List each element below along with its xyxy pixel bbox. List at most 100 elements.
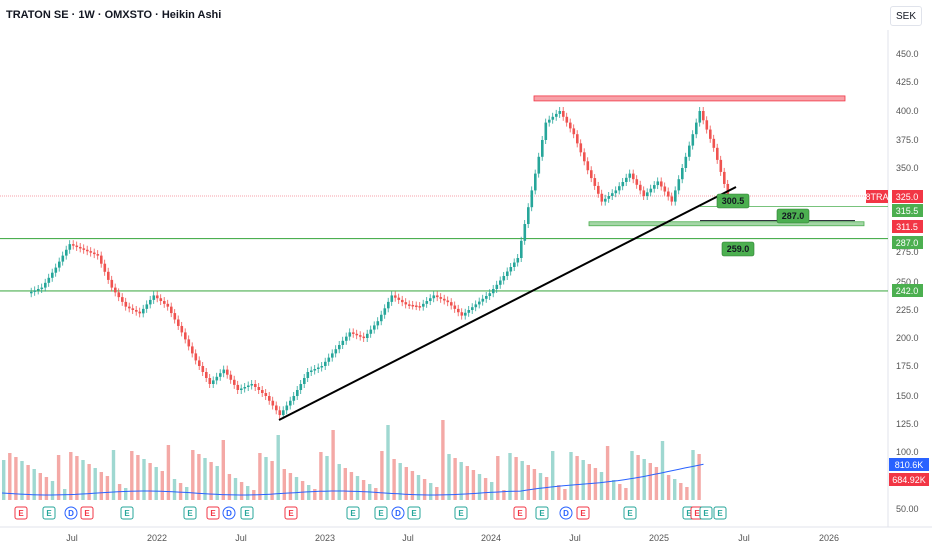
candle-body bbox=[131, 308, 135, 310]
candle-body bbox=[121, 297, 124, 302]
candle-body bbox=[534, 173, 537, 191]
candle-body bbox=[275, 405, 278, 411]
volume-bar bbox=[337, 464, 341, 500]
candle-body bbox=[450, 302, 453, 306]
earnings-marker bbox=[14, 506, 28, 520]
candle-body bbox=[474, 304, 478, 308]
candle-body bbox=[695, 122, 698, 135]
candle-body bbox=[331, 353, 334, 358]
candle-body bbox=[271, 400, 275, 406]
earnings-marker bbox=[623, 506, 637, 520]
price-axis-label: 350.0 bbox=[896, 163, 919, 173]
volume-bar bbox=[32, 469, 36, 500]
price-axis-label: 125.0 bbox=[896, 419, 919, 429]
volume-bar bbox=[221, 440, 225, 500]
volume-bar bbox=[349, 472, 354, 500]
candle-body bbox=[296, 390, 299, 396]
volume-bar bbox=[599, 472, 604, 500]
candle-body bbox=[355, 333, 359, 336]
candle-body bbox=[555, 113, 558, 117]
volume-bar bbox=[587, 464, 591, 500]
candle-body bbox=[177, 319, 180, 326]
volume-bar bbox=[422, 479, 427, 500]
volume-bar bbox=[111, 450, 116, 500]
volume-bar bbox=[465, 466, 469, 500]
volume-bar bbox=[581, 460, 585, 500]
volume-bar bbox=[288, 473, 293, 500]
volume-bar bbox=[191, 450, 195, 500]
candle-body bbox=[446, 300, 450, 303]
candle-body bbox=[285, 405, 289, 411]
candle-body bbox=[289, 400, 292, 406]
candle-body bbox=[394, 295, 397, 298]
volume-bar bbox=[93, 468, 97, 500]
volume-bar bbox=[361, 480, 366, 500]
candle-body bbox=[44, 282, 47, 288]
candle-body bbox=[621, 182, 625, 187]
volume-bar bbox=[270, 461, 274, 500]
volume-bar bbox=[618, 484, 622, 500]
volume-bar bbox=[300, 481, 305, 500]
candle-body bbox=[254, 384, 257, 387]
candle-body bbox=[478, 301, 481, 305]
candle-body bbox=[544, 122, 548, 140]
event-marker-label: D bbox=[68, 509, 74, 518]
candle-body bbox=[432, 295, 436, 299]
candle-body bbox=[142, 308, 145, 314]
candle-body bbox=[656, 181, 660, 186]
price-tag bbox=[892, 284, 923, 297]
candle-body bbox=[180, 325, 184, 333]
price-note bbox=[716, 193, 750, 209]
candle-body bbox=[226, 369, 229, 375]
price-tag bbox=[892, 190, 923, 203]
symbol-tag-label: 8TRA bbox=[865, 192, 888, 202]
volume-bar bbox=[630, 451, 634, 500]
event-marker-label: D bbox=[395, 509, 401, 518]
earnings-marker bbox=[42, 506, 56, 520]
volume-bar bbox=[429, 483, 433, 500]
event-marker-label: E bbox=[627, 509, 633, 518]
volume-bar bbox=[227, 474, 232, 500]
volume-bar bbox=[331, 430, 335, 500]
volume-bar bbox=[185, 487, 189, 500]
dividend-marker bbox=[222, 506, 236, 520]
candle-body bbox=[40, 287, 44, 290]
price-axis-label: 450.0 bbox=[896, 49, 919, 59]
volume-bar bbox=[258, 453, 262, 500]
candle-body bbox=[222, 369, 226, 374]
candle-body bbox=[506, 271, 509, 276]
candle-body bbox=[579, 143, 583, 153]
earnings-marker bbox=[346, 506, 360, 520]
event-marker-label: E bbox=[244, 509, 250, 518]
candle-body bbox=[215, 376, 219, 381]
price-axis-label: 275.0 bbox=[896, 247, 919, 257]
candle-body bbox=[184, 332, 187, 340]
volume-bar bbox=[148, 463, 152, 500]
candle-body bbox=[334, 349, 338, 354]
candle-body bbox=[642, 190, 646, 196]
candle-body bbox=[716, 147, 719, 160]
price-axis-label: 200.0 bbox=[896, 333, 919, 343]
volume-bar bbox=[551, 451, 555, 500]
volume-bar bbox=[685, 487, 689, 500]
candle-body bbox=[513, 262, 516, 267]
candle-body bbox=[383, 308, 387, 315]
currency-selector[interactable]: SEK bbox=[890, 6, 922, 26]
event-marker-label: E bbox=[210, 509, 216, 518]
volume-bar bbox=[166, 445, 171, 500]
volume-tag-label: 684.92K bbox=[892, 475, 926, 485]
volume-bar bbox=[477, 474, 482, 500]
price-tag-label: 325.0 bbox=[896, 192, 919, 202]
candle-body bbox=[628, 173, 632, 178]
candle-body bbox=[352, 332, 355, 334]
price-axis-label: 150.0 bbox=[896, 391, 919, 401]
volume-tag bbox=[889, 458, 929, 471]
event-marker-label: E bbox=[350, 509, 356, 518]
candle-body bbox=[299, 384, 303, 390]
candle-body bbox=[516, 258, 520, 263]
candle-body bbox=[590, 170, 593, 179]
candle-body bbox=[429, 298, 432, 302]
volume-bar bbox=[325, 456, 329, 500]
